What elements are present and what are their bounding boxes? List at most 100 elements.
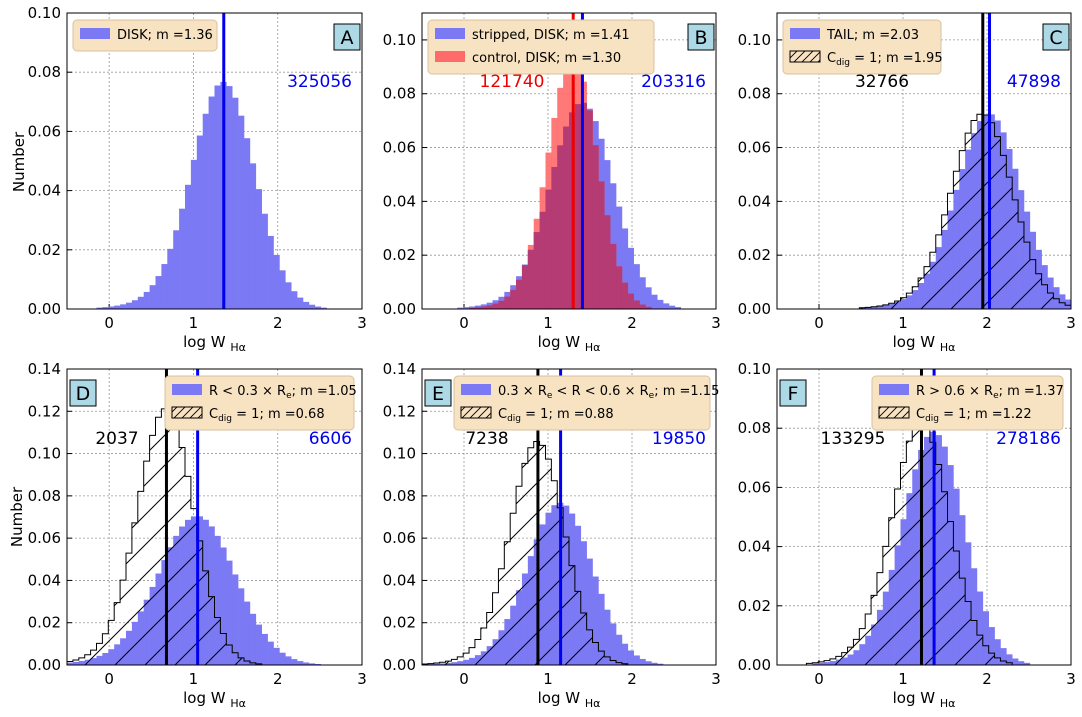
histogram-bar: [274, 255, 280, 309]
histogram-bar: [640, 277, 646, 309]
y-tick-label: 0.02: [383, 246, 416, 264]
x-tick-label: 0: [104, 314, 114, 332]
x-axis-label: log W Hα: [538, 333, 601, 354]
histogram-bar: [138, 297, 144, 309]
histogram-bar: [268, 642, 274, 665]
y-tick-label: 0.00: [738, 656, 771, 674]
y-tick-label: 0.12: [28, 402, 61, 420]
x-tick-label: 3: [711, 314, 721, 332]
legend-entry-text: control, DISK; m =1.30: [472, 51, 621, 66]
legend-swatch-blue: [435, 28, 465, 39]
count-label-blue: 47898: [1007, 72, 1061, 92]
y-tick-label: 0.06: [738, 478, 771, 496]
x-tick-label: 1: [898, 314, 908, 332]
overlap-bar: [575, 104, 581, 309]
x-tick-label: 2: [273, 670, 283, 688]
overlap-bar: [545, 190, 551, 309]
histogram-bar: [610, 623, 616, 665]
x-tick-label: 2: [627, 670, 637, 688]
histogram-bar: [191, 160, 197, 309]
histogram-bar: [1012, 659, 1018, 665]
histogram-bar: [250, 163, 256, 309]
histogram-bar: [126, 303, 132, 309]
histogram-bar: [179, 209, 185, 309]
legend-swatch-hatched: [172, 407, 202, 418]
overlap-bar: [616, 266, 622, 309]
x-tick-label: 1: [543, 314, 553, 332]
histogram-bar: [291, 659, 297, 665]
histogram-bar: [238, 588, 244, 665]
y-tick-label: 0.06: [738, 139, 771, 157]
count-label-blue: 203316: [641, 72, 706, 92]
legend-entry-text: R < 0.3 × Re; m =1.05: [209, 384, 357, 401]
y-tick-label: 0.08: [28, 487, 61, 505]
x-tick-label: 0: [814, 314, 824, 332]
y-tick-label: 0.08: [28, 63, 61, 81]
panel-b: 0 1 2 30.000.020.040.060.080.10 stripped, DI…: [383, 13, 721, 354]
y-tick-label: 0.10: [28, 445, 61, 463]
x-axis-label: log W Hα: [538, 689, 601, 710]
count-label-red: 121740: [480, 72, 545, 92]
x-axis-label: log W Hα: [893, 333, 956, 354]
overlap-bar: [563, 127, 569, 309]
histogram-bars: [422, 441, 716, 665]
overlap-bar: [598, 181, 604, 309]
hatched-histogram-1: [777, 423, 1071, 665]
y-tick-label: 0.00: [738, 300, 771, 318]
x-axis-label: log W Hα: [183, 689, 246, 710]
histogram-bars: [777, 114, 1071, 309]
histogram-figure: 0 1 2 3 0.00 0.02 0.04 0.06 0.08 0.10 DISK; m =1.3…: [0, 0, 1082, 717]
histogram-bar: [297, 661, 303, 665]
y-tick-label: 0.04: [383, 192, 416, 210]
y-tick-label: 0.08: [383, 85, 416, 103]
histogram-bar: [645, 287, 651, 309]
legend-swatch-blue: [172, 384, 202, 395]
legend: stripped, DISK; m =1.41 control, DISK; m …: [428, 20, 654, 74]
panel-c: 0 1 2 3 0.00 0.02 0.04 0.06 0.08 0.10 TAIL; m =2.0…: [738, 13, 1076, 354]
x-axis-label: log W Hα: [893, 689, 956, 710]
histogram-bar: [161, 264, 167, 309]
y-tick-label: 0.04: [383, 571, 416, 589]
histogram-bar: [279, 653, 285, 665]
y-tick-label: 0.02: [383, 614, 416, 632]
histogram-bar: [309, 305, 315, 309]
count-label-blue: 19850: [652, 429, 706, 449]
count-label-black: 2037: [95, 429, 138, 449]
overlap-bar: [640, 305, 646, 309]
histogram-bar: [622, 644, 628, 665]
histogram-bar: [132, 300, 138, 309]
histogram-bars: [457, 58, 681, 309]
histogram-bar: [114, 306, 120, 309]
legend: DISK; m =1.36: [73, 20, 217, 51]
y-tick-label: 0.10: [383, 31, 416, 49]
histogram-bar: [645, 661, 651, 665]
y-tick-label: 0.06: [383, 139, 416, 157]
legend-entry-text: TAIL; m =2.03: [826, 28, 919, 43]
y-tick-label: 0.00: [383, 656, 416, 674]
y-tick-label: 0.06: [28, 122, 61, 140]
y-tick-label: 0.10: [383, 445, 416, 463]
y-tick-label: 0.04: [738, 538, 771, 556]
overlap-bar: [593, 145, 599, 309]
panel-d: 0 1 2 30.000.020.040.060.080.100.120.14R < …: [28, 360, 367, 710]
y-tick-label: 0.08: [383, 487, 416, 505]
legend-swatch-hatched: [879, 407, 909, 418]
legend-swatch-blue: [790, 28, 820, 39]
panel-label: A: [341, 27, 354, 49]
histogram-bar: [185, 185, 191, 309]
overlap-bar: [534, 232, 540, 309]
histogram-bar: [173, 230, 179, 309]
overlap-bar: [610, 244, 616, 309]
y-tick-label: 0.02: [28, 241, 61, 259]
histogram-bar: [209, 97, 215, 309]
panel-label: D: [76, 383, 91, 405]
histogram-bar: [297, 298, 303, 309]
overlap-bar: [628, 294, 634, 309]
legend-swatch-hatched: [790, 51, 820, 62]
y-tick-label: 0.04: [28, 182, 61, 200]
histogram-bar: [144, 292, 150, 309]
x-tick-label: 2: [982, 670, 992, 688]
panel-a: 0 1 2 3 0.00 0.02 0.04 0.06 0.08 0.10 DISK; m =1.3…: [28, 4, 367, 354]
histogram-bar: [274, 648, 280, 665]
histogram-bar: [262, 214, 268, 309]
